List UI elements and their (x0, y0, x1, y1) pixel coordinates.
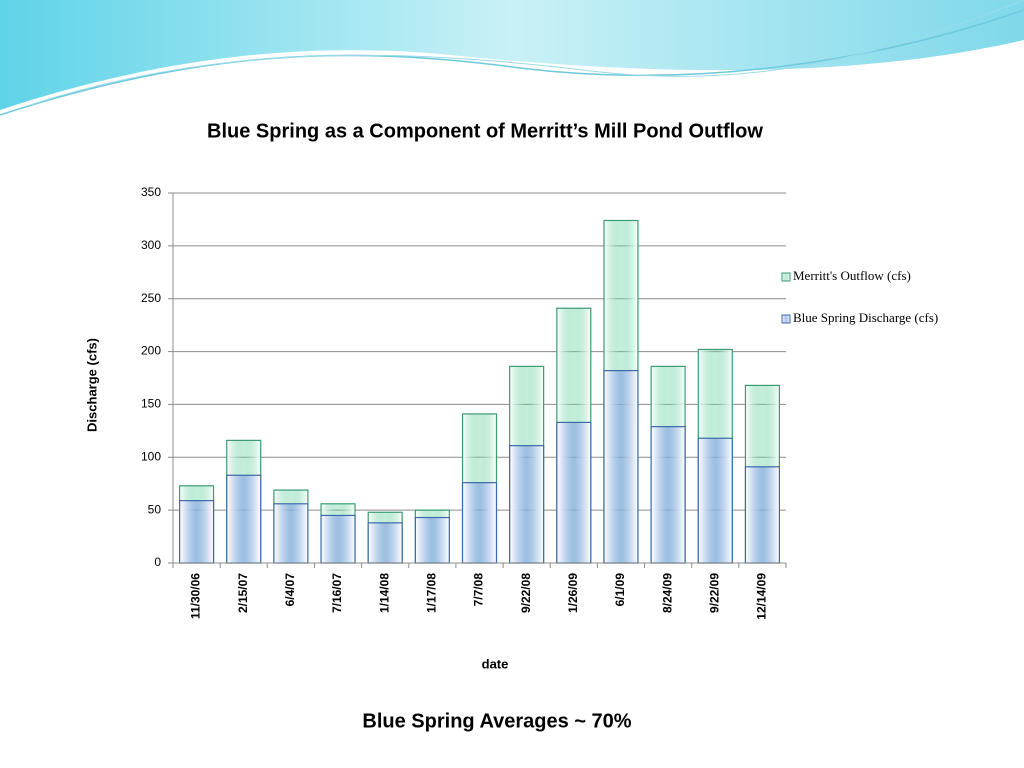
x-tick-label: 6/1/09 (613, 573, 627, 607)
legend-label: Blue Spring Discharge (cfs) (793, 310, 938, 325)
bar (367, 522, 403, 564)
bar (320, 514, 356, 564)
y-tick-label: 50 (148, 502, 162, 516)
bar (650, 426, 686, 564)
y-axis-title: Discharge (cfs) (84, 338, 99, 432)
y-tick-label: 100 (141, 449, 161, 463)
y-tick-label: 350 (141, 185, 161, 199)
x-tick-label: 11/30/06 (189, 573, 203, 619)
bar (461, 482, 498, 564)
x-tick-label: 6/4/07 (283, 573, 297, 607)
bar (226, 474, 262, 564)
bar (744, 466, 780, 564)
bar (603, 370, 639, 564)
x-tick-label: 12/14/09 (755, 573, 769, 620)
y-tick-label: 200 (141, 344, 161, 358)
wave (0, 0, 1024, 110)
y-tick-label: 250 (141, 291, 161, 305)
y-tick-label: 300 (141, 238, 161, 252)
bar (273, 503, 309, 564)
x-tick-label: 1/17/08 (425, 573, 439, 613)
x-tick-label: 7/16/07 (330, 573, 344, 613)
wave (29, 0, 1024, 106)
bar (556, 421, 592, 564)
x-axis-title: date (482, 656, 509, 671)
x-tick-label: 9/22/09 (707, 573, 721, 613)
chart-title: Blue Spring as a Component of Merritt’s … (207, 120, 763, 142)
x-tick-label: 7/7/08 (472, 573, 486, 607)
wave (0, 9, 1024, 116)
legend-swatch (781, 314, 791, 324)
bar (179, 500, 215, 564)
legend-swatch (781, 272, 791, 282)
legend-label: Merritt's Outflow (cfs) (793, 268, 911, 283)
x-tick-label: 1/26/09 (566, 573, 580, 613)
x-tick-label: 1/14/08 (377, 573, 391, 613)
x-tick-label: 8/24/09 (660, 573, 674, 613)
bar (509, 445, 545, 564)
x-tick-label: 9/22/08 (519, 573, 533, 613)
footer: Blue Spring Averages ~ 70% (362, 710, 631, 732)
bar (697, 437, 733, 564)
x-tick-label: 2/15/07 (236, 573, 250, 613)
y-tick-label: 150 (141, 397, 161, 411)
bar (414, 516, 450, 564)
y-tick-label: 0 (154, 555, 161, 569)
